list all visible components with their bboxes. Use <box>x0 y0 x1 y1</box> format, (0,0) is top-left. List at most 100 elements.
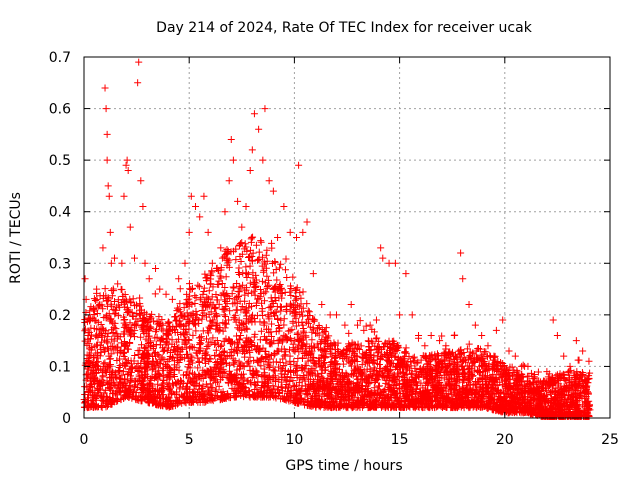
band-point <box>481 373 489 381</box>
band-point <box>574 401 582 409</box>
band-point <box>165 386 173 394</box>
band-point <box>238 344 246 352</box>
band-point <box>130 388 138 396</box>
band-point <box>292 314 300 322</box>
band-point <box>213 319 221 327</box>
band-point <box>194 364 202 372</box>
band-point <box>412 386 420 394</box>
band-point <box>189 331 197 339</box>
band-point <box>278 345 286 353</box>
band-point <box>132 377 140 385</box>
band-point <box>134 367 142 375</box>
band-point <box>234 324 242 332</box>
band-point <box>152 326 160 334</box>
band-point <box>286 327 294 335</box>
band-point <box>287 337 295 345</box>
band-point <box>174 328 182 336</box>
band-point <box>334 345 342 353</box>
band-point <box>151 373 159 381</box>
band-point <box>489 370 497 378</box>
band-point <box>541 392 549 400</box>
band-point <box>283 373 291 381</box>
data-points <box>80 58 594 420</box>
band-point <box>316 357 324 365</box>
band-point <box>144 373 152 381</box>
band-point <box>345 340 353 348</box>
band-point <box>446 352 454 360</box>
band-point <box>119 292 127 300</box>
band-point <box>494 398 502 406</box>
band-point <box>92 332 100 340</box>
band-point <box>336 352 344 360</box>
band-point <box>485 360 493 368</box>
band-point <box>389 340 397 348</box>
band-point <box>145 379 153 387</box>
band-point <box>253 368 261 376</box>
band-point <box>212 378 220 386</box>
band-point <box>120 353 128 361</box>
band-point <box>268 320 276 328</box>
band-point <box>517 378 525 386</box>
band-point <box>186 311 194 319</box>
band-point <box>352 385 360 393</box>
band-point <box>175 306 183 314</box>
band-point <box>91 361 99 369</box>
band-point <box>257 237 265 245</box>
band-point <box>106 393 114 401</box>
band-point <box>192 392 200 400</box>
band-point <box>183 330 191 338</box>
band-point <box>196 339 204 347</box>
band-point <box>301 362 309 370</box>
band-point <box>173 400 181 408</box>
band-point <box>389 388 397 396</box>
band-point <box>220 393 228 401</box>
band-point <box>357 369 365 377</box>
band-point <box>203 342 211 350</box>
band-point <box>195 372 203 380</box>
band-point <box>352 366 360 374</box>
band-point <box>299 325 307 333</box>
band-point <box>257 393 265 401</box>
band-point <box>391 382 399 390</box>
band-point <box>103 399 111 407</box>
band-point <box>328 376 336 384</box>
band-point <box>413 359 421 367</box>
band-point <box>96 378 104 386</box>
band-point <box>95 403 103 411</box>
band-point <box>226 337 234 345</box>
band-point <box>247 380 255 388</box>
band-point <box>439 383 447 391</box>
band-point <box>121 303 129 311</box>
band-point <box>388 359 396 367</box>
band-point <box>443 393 451 401</box>
band-point <box>176 285 184 293</box>
band-point <box>225 336 233 344</box>
band-point <box>402 344 410 352</box>
band-point <box>107 300 115 308</box>
band-point <box>225 379 233 387</box>
band-point <box>218 355 226 363</box>
band-point <box>427 356 435 364</box>
band-point <box>241 291 249 299</box>
band-point <box>462 389 470 397</box>
band-point <box>494 367 502 375</box>
band-point <box>278 365 286 373</box>
band-point <box>299 312 307 320</box>
band-point <box>451 378 459 386</box>
band-point <box>495 371 503 379</box>
band-point <box>114 312 122 320</box>
band-point <box>246 366 254 374</box>
band-point <box>476 368 484 376</box>
band-point <box>238 326 246 334</box>
band-point <box>328 392 336 400</box>
band-point <box>370 401 378 409</box>
band-point <box>247 246 255 254</box>
band-point <box>424 400 432 408</box>
band-point <box>254 358 262 366</box>
band-point <box>326 380 334 388</box>
band-point <box>324 389 332 397</box>
band-point <box>237 392 245 400</box>
band-point <box>87 346 95 354</box>
band-point <box>265 276 273 284</box>
band-point <box>195 334 203 342</box>
